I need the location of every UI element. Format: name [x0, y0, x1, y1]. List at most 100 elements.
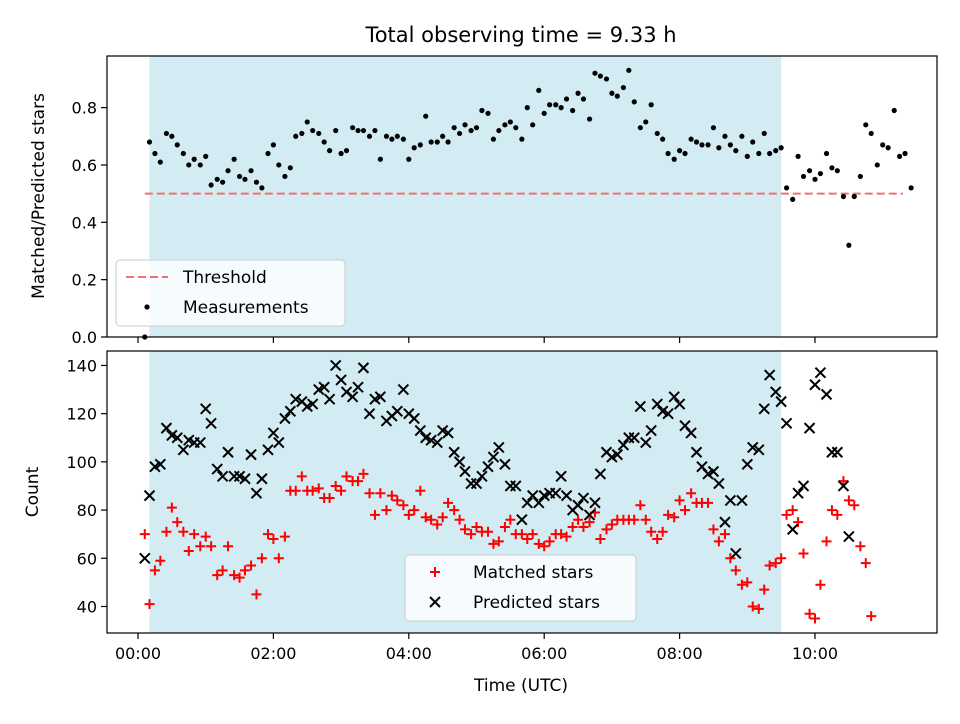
predicted-star-point [290, 393, 302, 405]
measurement-point [394, 133, 400, 139]
measurement-point [682, 150, 688, 157]
measurement-point [580, 96, 587, 102]
predicted-star-point [476, 470, 488, 483]
matched-star-point [832, 509, 843, 520]
matched-star-point [595, 534, 606, 544]
measurement-point [225, 168, 231, 174]
predicted-star-point [318, 381, 330, 393]
matched-star-point [657, 526, 668, 537]
predicted-star-point [577, 492, 590, 504]
matched-star-point [522, 534, 533, 544]
predicted-star-point [250, 487, 263, 499]
measurement-point [174, 142, 180, 148]
matched-star-point [488, 538, 499, 549]
measurement-point [259, 185, 265, 191]
measurement-point [553, 102, 559, 108]
measurement-point [575, 90, 581, 96]
matched-star-point [256, 553, 267, 564]
measurement-point [541, 110, 547, 116]
x-tick-label: 10:00 [792, 644, 838, 663]
matched-star-point [149, 565, 160, 576]
matched-star-point [640, 514, 651, 525]
matched-star-point [855, 541, 866, 552]
predicted-star-point [645, 424, 657, 437]
measurement-point [783, 185, 790, 191]
measurement-point [885, 145, 891, 151]
measurement-point [242, 176, 248, 182]
matched-star-point [268, 534, 279, 544]
matched-star-point [139, 529, 150, 540]
predicted-star-point [352, 381, 364, 393]
predicted-star-point [323, 393, 336, 405]
measurement-point [773, 148, 779, 154]
matched-star-point [172, 517, 183, 528]
predicted-star-point [640, 436, 652, 449]
x-tick-label: 02:00 [250, 644, 296, 663]
measurement-point [400, 136, 406, 142]
predicted-star-point [634, 400, 647, 413]
matched-star-point [189, 529, 200, 540]
predicted-star-point [357, 362, 370, 374]
legend-threshold-label: Threshold [182, 268, 267, 288]
matched-star-point [499, 521, 510, 532]
predicted-star-point [335, 374, 347, 386]
measurement-point [739, 133, 745, 139]
matched-star-point [798, 548, 809, 559]
measurement-point [790, 196, 796, 202]
y-tick-label: 80 [77, 501, 97, 520]
matched-star-point [680, 505, 691, 516]
predicted-star-point [741, 458, 754, 470]
measurement-point [643, 119, 649, 125]
matched-star-point [544, 536, 555, 547]
measurement-point [157, 159, 163, 165]
predicted-star-point [814, 366, 827, 379]
y-tick-label: 0.2 [72, 271, 97, 290]
measurement-point [570, 107, 576, 114]
predicted-star-point [662, 407, 674, 420]
measurement-point [863, 122, 869, 128]
y-tick-label: 100 [66, 453, 97, 472]
predicted-star-point [730, 547, 742, 560]
predicted-star-point [267, 427, 280, 439]
matched-star-point [770, 558, 781, 569]
predicted-star-point [442, 427, 454, 439]
measurement-point [333, 127, 339, 134]
matched-star-point [251, 589, 262, 600]
measurement-point [834, 168, 840, 174]
measurement-point [434, 139, 440, 145]
bottom-y-axis-label: Count [23, 466, 43, 517]
measurement-point [648, 102, 654, 108]
matched-star-point [358, 468, 369, 479]
measurement-point [699, 142, 705, 148]
matched-star-point [578, 521, 589, 532]
measurement-point [756, 150, 762, 157]
predicted-star-point [758, 403, 770, 415]
measurement-point [603, 76, 610, 82]
measurement-point [519, 136, 525, 142]
matched-star-point [415, 485, 426, 496]
predicted-star-point [453, 456, 466, 468]
measurement-point [761, 130, 767, 137]
measurement-point [310, 127, 316, 134]
measurement-point [473, 125, 480, 131]
predicted-star-point [685, 427, 697, 439]
matched-star-point [466, 529, 477, 540]
measurement-point [428, 139, 434, 145]
measurement-point [146, 139, 153, 145]
legend-predicted-swatch [429, 596, 441, 608]
predicted-star-point [831, 446, 844, 458]
predicted-star-point [673, 398, 686, 410]
predicted-star-point [177, 444, 190, 456]
measurement-point [316, 130, 322, 137]
matched-star-point [239, 565, 250, 576]
matched-star-point [493, 536, 504, 547]
measurement-point [389, 136, 395, 142]
matched-star-point [483, 526, 494, 537]
matched-star-point [719, 529, 730, 540]
measurement-point [597, 73, 603, 79]
y-tick-label: 140 [66, 356, 97, 375]
measurement-point [276, 162, 282, 168]
predicted-star-point [448, 446, 460, 458]
matched-star-point [290, 485, 301, 496]
measurement-point [524, 105, 530, 111]
